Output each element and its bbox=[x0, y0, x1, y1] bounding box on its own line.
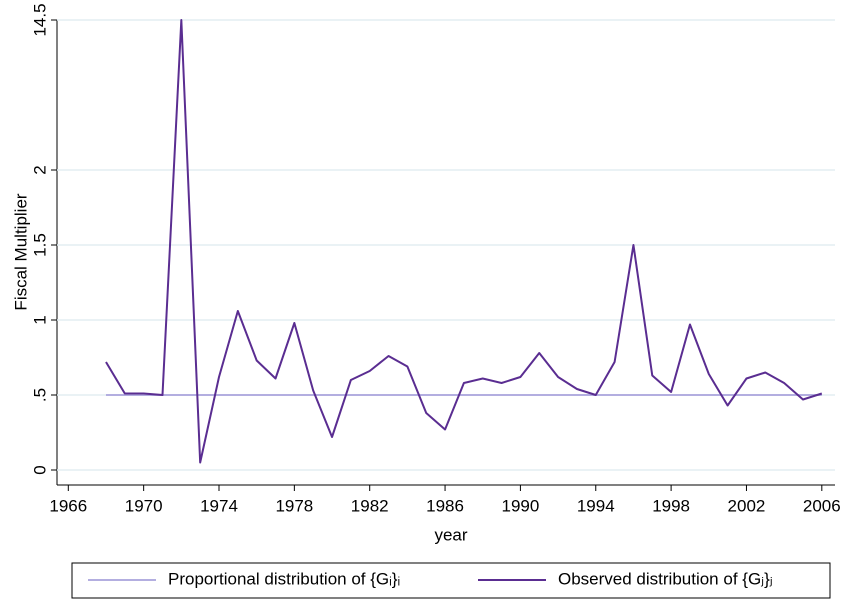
x-tick-label: 1974 bbox=[200, 496, 238, 515]
x-axis-label: year bbox=[434, 525, 467, 544]
y-tick-label: 2 bbox=[30, 165, 49, 174]
y-tick-label: 1 bbox=[30, 315, 49, 324]
x-tick-label: 2006 bbox=[803, 496, 841, 515]
x-tick-label: 1978 bbox=[275, 496, 313, 515]
y-axis-label: Fiscal Multiplier bbox=[11, 193, 30, 310]
legend-label: Observed distribution of {Gⱼ}ⱼ bbox=[558, 569, 773, 588]
x-tick-label: 1990 bbox=[501, 496, 539, 515]
y-tick-label: .5 bbox=[30, 388, 49, 402]
x-tick-label: 1994 bbox=[577, 496, 615, 515]
x-tick-label: 1998 bbox=[652, 496, 690, 515]
legend-label: Proportional distribution of {Gᵢ}ᵢ bbox=[168, 569, 400, 588]
legend-box bbox=[71, 562, 831, 599]
y-tick-label: 1.5 bbox=[30, 233, 49, 257]
y-tick-label: 14.5 bbox=[30, 3, 49, 36]
x-tick-label: 1986 bbox=[426, 496, 464, 515]
series-line bbox=[105, 19, 823, 464]
x-tick-label: 2002 bbox=[728, 496, 766, 515]
y-tick-label: 0 bbox=[30, 465, 49, 474]
x-tick-label: 1966 bbox=[49, 496, 87, 515]
x-tick-label: 1970 bbox=[125, 496, 163, 515]
x-tick-label: 1982 bbox=[351, 496, 389, 515]
